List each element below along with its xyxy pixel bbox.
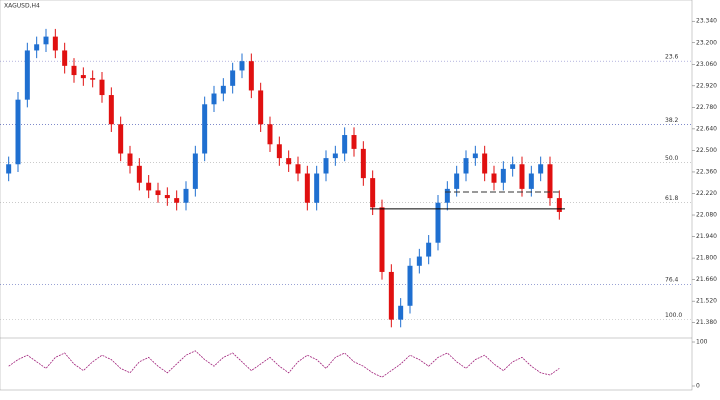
candle-body bbox=[528, 173, 534, 189]
candle-body bbox=[239, 61, 245, 71]
candle-body bbox=[202, 104, 208, 154]
candle-body bbox=[332, 153, 338, 159]
candle-body bbox=[426, 242, 432, 257]
fib-label: 23.6 bbox=[665, 54, 679, 61]
candle-body bbox=[304, 173, 310, 203]
y-tick-label: 23.060 bbox=[696, 61, 717, 68]
candle-body bbox=[398, 305, 404, 320]
candle-body bbox=[127, 153, 133, 166]
fib-label: 76.4 bbox=[665, 277, 679, 284]
osc-tick-label: 0 bbox=[696, 383, 700, 390]
candle-body bbox=[267, 124, 273, 145]
candle-body bbox=[295, 164, 301, 174]
y-tick-label: 23.200 bbox=[696, 39, 717, 46]
candle-body bbox=[360, 148, 366, 179]
candle-body bbox=[435, 202, 441, 243]
candle-body bbox=[211, 93, 217, 105]
candle-body bbox=[388, 271, 394, 320]
fib-label: 38.2 bbox=[665, 117, 679, 124]
candle-body bbox=[510, 164, 516, 169]
candle-body bbox=[342, 135, 348, 154]
candle-body bbox=[314, 173, 320, 203]
candle-body bbox=[34, 44, 40, 51]
candle-body bbox=[6, 164, 12, 174]
y-tick-label: 21.940 bbox=[696, 233, 717, 240]
candle-body bbox=[52, 36, 58, 51]
candle-body bbox=[500, 168, 506, 183]
y-tick-label: 22.780 bbox=[696, 104, 717, 111]
candle-body bbox=[538, 164, 544, 174]
y-tick-label: 21.520 bbox=[696, 298, 717, 305]
y-tick-label: 21.800 bbox=[696, 255, 717, 262]
candle-body bbox=[118, 124, 124, 154]
candle-body bbox=[248, 61, 254, 91]
candle-body bbox=[547, 164, 553, 199]
candle-body bbox=[80, 75, 86, 79]
y-tick-label: 22.920 bbox=[696, 82, 717, 89]
candle-body bbox=[370, 178, 376, 208]
candle-body bbox=[146, 182, 152, 191]
candle-body bbox=[323, 158, 329, 174]
y-tick-label: 21.380 bbox=[696, 319, 717, 326]
oscillator-line bbox=[8, 350, 560, 378]
candle-body bbox=[482, 153, 488, 174]
candle-body bbox=[230, 70, 236, 86]
fib-label: 50.0 bbox=[665, 155, 679, 162]
osc-tick-label: 100 bbox=[696, 339, 708, 346]
candle-body bbox=[407, 265, 413, 306]
candle-body bbox=[174, 198, 180, 203]
candle-body bbox=[71, 65, 77, 76]
candle-body bbox=[491, 173, 497, 183]
candle-body bbox=[164, 195, 170, 199]
y-tick-label: 22.640 bbox=[696, 125, 717, 132]
chart-title: XAGUSD,H4 bbox=[4, 3, 40, 10]
candle-body bbox=[15, 99, 21, 165]
candle-body bbox=[472, 153, 478, 159]
candle-body bbox=[183, 188, 189, 203]
y-tick-label: 21.660 bbox=[696, 276, 717, 283]
candle-body bbox=[463, 158, 469, 174]
candle-body bbox=[286, 158, 292, 165]
y-tick-label: 22.220 bbox=[696, 190, 717, 197]
candle-body bbox=[192, 153, 198, 189]
candle-body bbox=[454, 173, 460, 189]
candle-body bbox=[155, 190, 161, 196]
y-tick-label: 22.080 bbox=[696, 212, 717, 219]
candle-body bbox=[99, 79, 105, 96]
fib-label: 100.0 bbox=[665, 312, 682, 319]
candle-body bbox=[258, 90, 264, 125]
candle-body bbox=[62, 50, 68, 66]
candle-body bbox=[416, 256, 422, 266]
candle-body bbox=[220, 85, 226, 94]
candle-body bbox=[136, 165, 142, 183]
y-tick-label: 22.360 bbox=[696, 168, 717, 175]
y-tick-label: 22.500 bbox=[696, 147, 717, 154]
candle-body bbox=[43, 36, 49, 45]
candle-body bbox=[444, 188, 450, 203]
candle-body bbox=[108, 95, 114, 125]
fib-label: 61.8 bbox=[665, 195, 679, 202]
candle-body bbox=[556, 198, 562, 212]
candle-body bbox=[90, 78, 96, 80]
candle-body bbox=[24, 50, 30, 100]
y-tick-label: 23.340 bbox=[696, 18, 717, 25]
candle-body bbox=[379, 207, 385, 272]
plot-frame bbox=[0, 0, 693, 391]
candle-body bbox=[519, 164, 525, 189]
candle-body bbox=[276, 144, 282, 159]
candle-body bbox=[351, 135, 357, 149]
